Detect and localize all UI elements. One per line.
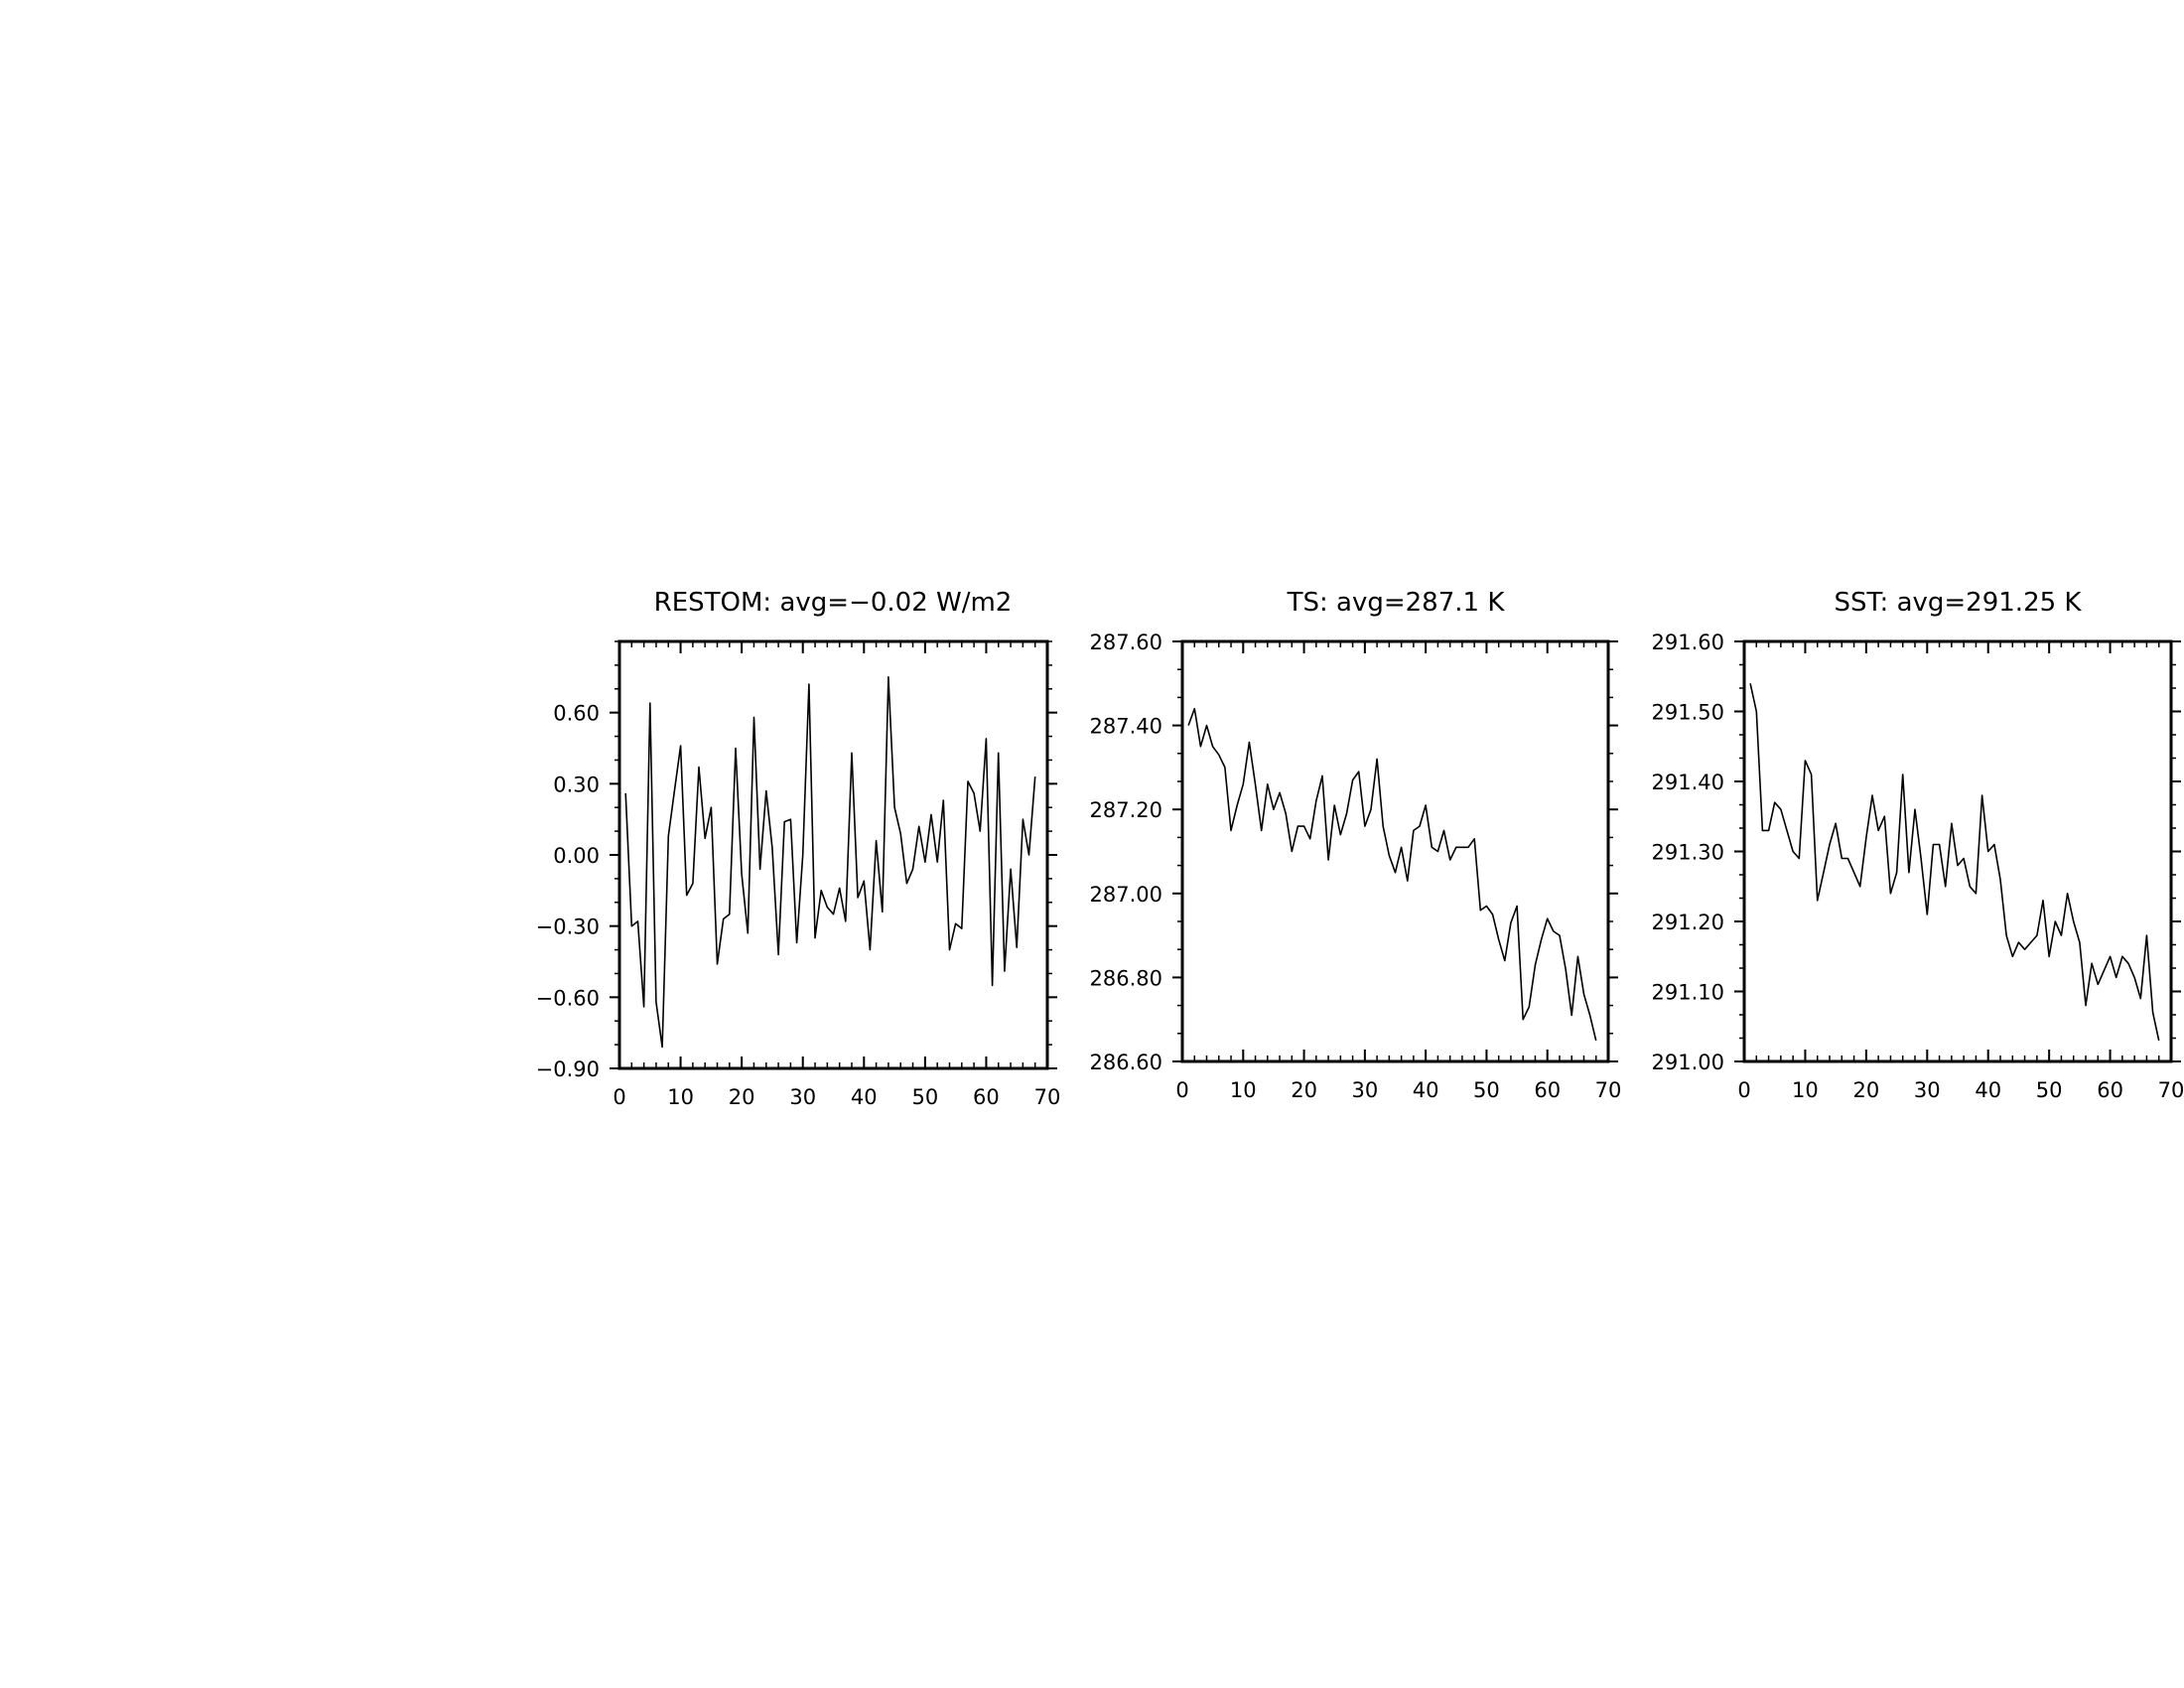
restom-x-tick-label: 20	[729, 1085, 755, 1109]
restom-title: RESTOM: avg=−0.02 W/m2	[654, 588, 1013, 618]
ts-x-tick-label: 30	[1351, 1078, 1378, 1102]
restom-y-tick-label: 0.30	[553, 773, 600, 796]
restom-x-tick-label: 60	[973, 1085, 1000, 1109]
restom-x-tick-label: 30	[789, 1085, 816, 1109]
sst-x-tick-label: 60	[2097, 1078, 2123, 1102]
sst-x-tick-label: 50	[2036, 1078, 2063, 1102]
ts-y-tick-label: 287.20	[1090, 798, 1162, 822]
restom-x-tick-label: 70	[1034, 1085, 1061, 1109]
restom-x-tick-label: 50	[911, 1085, 938, 1109]
ts-y-tick-label: 286.60	[1090, 1051, 1162, 1074]
sst-y-tick-label: 291.20	[1652, 911, 1724, 934]
ts-plot-frame	[1180, 639, 1610, 1063]
sst-y-tick-label: 291.40	[1652, 771, 1724, 794]
ts-series-line	[1187, 707, 1597, 1042]
sst-y-tick-label: 291.30	[1652, 841, 1724, 865]
ts-y-tick-label: 286.80	[1090, 966, 1162, 990]
ts-y-tick-label: 287.40	[1090, 715, 1162, 739]
restom-y-tick-label: −0.30	[536, 915, 600, 939]
sst-title: SST: avg=291.25 K	[1835, 588, 2083, 618]
sst-panel: SST: avg=291.25 K 0 10 20 30 40 50 60 70 291.00 2…	[1652, 588, 2184, 1102]
ts-x-tick-label: 40	[1413, 1078, 1439, 1102]
sst-series-line	[1749, 683, 2160, 1042]
ts-x-tick-label: 50	[1473, 1078, 1500, 1102]
sst-x-tick-label: 40	[1975, 1078, 2001, 1102]
ts-y-tick-label: 287.00	[1090, 883, 1162, 907]
ts-x-tick-label: 10	[1230, 1078, 1257, 1102]
restom-series-line	[624, 675, 1036, 1049]
restom-y-tick-label: −0.60	[536, 986, 600, 1010]
sst-x-tick-label: 30	[1914, 1078, 1941, 1102]
sst-x-tick-label: 10	[1792, 1078, 1819, 1102]
ts-title: TS: avg=287.1 K	[1287, 588, 1506, 618]
ts-x-tick-label: 70	[1595, 1078, 1622, 1102]
restom-y-tick-label: 0.00	[553, 844, 600, 868]
ts-x-tick-label: 0	[1175, 1078, 1188, 1102]
sst-y-tick-label: 291.00	[1652, 1051, 1724, 1074]
sst-y-tick-label: 291.10	[1652, 981, 1724, 1005]
restom-x-tick-label: 0	[613, 1085, 625, 1109]
sst-y-tick-label: 291.60	[1652, 631, 1724, 654]
restom-x-tick-label: 10	[667, 1085, 694, 1109]
ts-x-tick-label: 60	[1534, 1078, 1561, 1102]
restom-y-tick-label: −0.90	[536, 1057, 600, 1081]
sst-x-tick-label: 70	[2158, 1078, 2184, 1102]
restom-y-tick-label: 0.60	[553, 702, 600, 726]
sst-y-tick-label: 291.50	[1652, 701, 1724, 725]
ts-y-tick-label: 287.60	[1090, 631, 1162, 654]
ts-panel: TS: avg=287.1 K 0 10 20 30 40 50 60 70 286.60 286…	[1090, 588, 1622, 1102]
restom-x-tick-label: 40	[851, 1085, 878, 1109]
sst-x-tick-label: 20	[1852, 1078, 1879, 1102]
sst-x-tick-label: 0	[1737, 1078, 1750, 1102]
ts-x-tick-label: 20	[1291, 1078, 1317, 1102]
restom-panel: RESTOM: avg=−0.02 W/m2 0 10 20 30 40 50 60 70 −0…	[536, 588, 1061, 1109]
